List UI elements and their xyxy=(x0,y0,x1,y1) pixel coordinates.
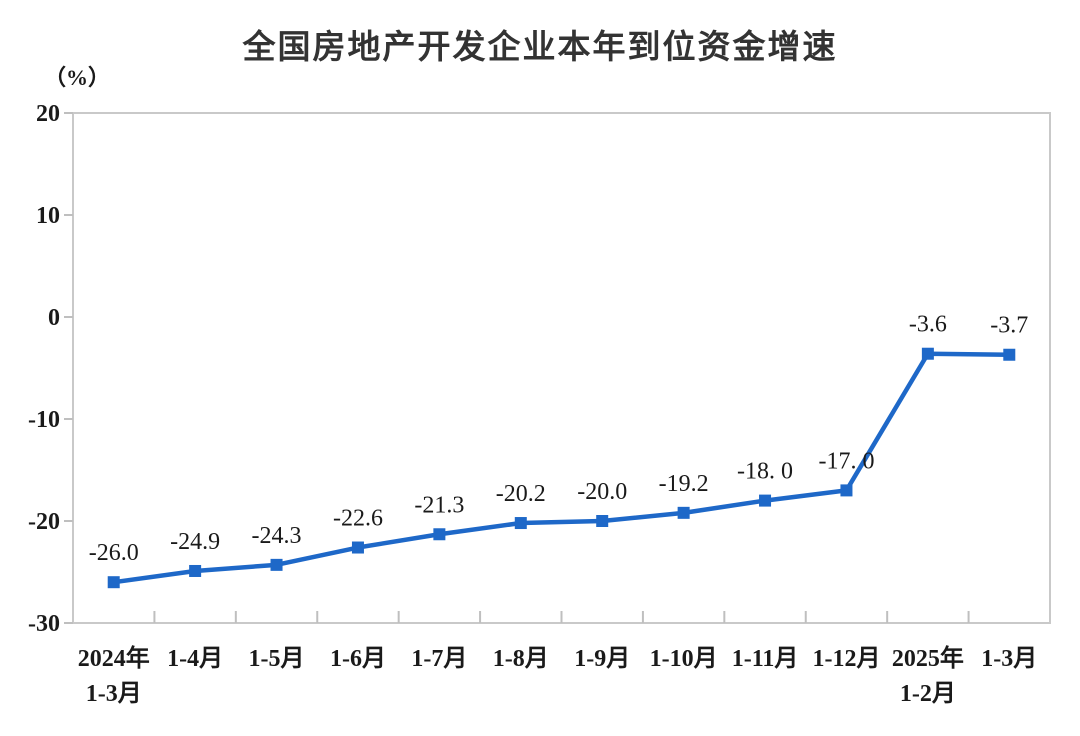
data-point-label: -26.0 xyxy=(89,540,139,566)
data-point-label: -24.3 xyxy=(252,523,302,549)
data-point-label: -18. 0 xyxy=(737,459,793,485)
chart-title: 全国房地产开发企业本年到位资金增速 xyxy=(242,28,838,65)
data-point-label: -21.3 xyxy=(414,492,464,518)
data-point-marker xyxy=(1003,348,1016,361)
data-point-label: -24.9 xyxy=(170,529,220,555)
data-point-label: -3.7 xyxy=(990,313,1028,339)
data-point-label: -20.2 xyxy=(496,481,546,507)
y-axis-label: -20 xyxy=(28,509,60,535)
data-point-label: -3.6 xyxy=(909,312,947,338)
x-axis-label: 1-6月 xyxy=(330,646,386,672)
data-point-label: -19.2 xyxy=(659,471,709,497)
data-point-marker xyxy=(351,541,364,554)
data-point-label: -20.0 xyxy=(577,479,627,505)
data-point-marker xyxy=(921,347,934,360)
x-axis-label: 1-3月 xyxy=(981,646,1037,672)
data-point-marker xyxy=(270,558,283,571)
data-point-marker xyxy=(107,576,120,589)
x-axis-label: 1-12月 xyxy=(812,646,880,672)
data-point-marker xyxy=(189,564,202,577)
x-axis-label: 1-8月 xyxy=(493,646,549,672)
y-axis-label: 0 xyxy=(48,305,60,331)
data-point-label: -22.6 xyxy=(333,506,383,532)
y-axis-label: 20 xyxy=(36,101,60,127)
data-point-label: -17. 0 xyxy=(818,448,874,474)
x-axis-label: 1-10月 xyxy=(650,646,718,672)
y-axis-label: -30 xyxy=(28,611,60,637)
x-axis-label: 1-5月 xyxy=(249,646,305,672)
data-point-marker xyxy=(759,494,772,507)
x-axis-label: 1-7月 xyxy=(411,646,467,672)
data-point-marker xyxy=(433,528,446,541)
x-axis-label: 1-11月 xyxy=(732,646,799,672)
data-point-marker xyxy=(514,517,527,530)
y-axis-label: -10 xyxy=(28,407,60,433)
x-axis-label: 2025年 1-2月 xyxy=(892,644,964,707)
data-point-marker xyxy=(596,515,609,527)
x-axis-label: 1-4月 xyxy=(167,646,223,672)
data-line xyxy=(111,351,1012,585)
x-axis-label: 2024年 1-3月 xyxy=(78,644,150,707)
y-axis-label: 10 xyxy=(36,203,60,229)
data-point-marker xyxy=(677,506,690,519)
y-axis-unit-label: （%） xyxy=(44,65,111,90)
data-point-marker xyxy=(840,484,853,497)
x-axis-label: 1-9月 xyxy=(574,646,630,672)
